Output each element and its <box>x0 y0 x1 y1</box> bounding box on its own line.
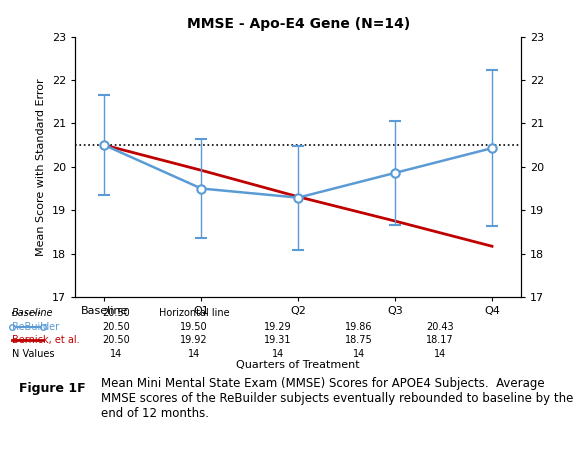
Text: Bernick, et al.: Bernick, et al. <box>12 335 79 345</box>
Text: 18.75: 18.75 <box>345 335 373 345</box>
Text: 14: 14 <box>109 349 122 359</box>
Title: MMSE - Apo-E4 Gene (N=14): MMSE - Apo-E4 Gene (N=14) <box>186 17 410 31</box>
Text: Horizontal line: Horizontal line <box>159 308 229 318</box>
Text: 14: 14 <box>188 349 200 359</box>
Text: 14: 14 <box>272 349 284 359</box>
Text: 20.50: 20.50 <box>102 308 130 318</box>
Text: 14: 14 <box>353 349 365 359</box>
Text: 19.50: 19.50 <box>180 322 208 332</box>
Text: 19.92: 19.92 <box>180 335 208 345</box>
Text: 19.31: 19.31 <box>264 335 292 345</box>
Text: 20.50: 20.50 <box>102 322 130 332</box>
Text: ReBuilder: ReBuilder <box>12 322 58 332</box>
Text: 20.50: 20.50 <box>102 335 130 345</box>
Text: Mean Mini Mental State Exam (MMSE) Scores for APOE4 Subjects.  Average MMSE scor: Mean Mini Mental State Exam (MMSE) Score… <box>101 377 574 420</box>
Text: 19.29: 19.29 <box>264 322 292 332</box>
Text: 18.17: 18.17 <box>426 335 454 345</box>
Text: 20.43: 20.43 <box>426 322 454 332</box>
Text: Figure 1F: Figure 1F <box>19 382 86 395</box>
Text: Baseline: Baseline <box>12 308 53 318</box>
Y-axis label: Mean Score with Standard Error: Mean Score with Standard Error <box>36 78 46 255</box>
Text: 14: 14 <box>434 349 446 359</box>
Text: 19.86: 19.86 <box>345 322 373 332</box>
Text: N Values: N Values <box>12 349 54 359</box>
Text: Quarters of Treatment: Quarters of Treatment <box>236 360 360 370</box>
